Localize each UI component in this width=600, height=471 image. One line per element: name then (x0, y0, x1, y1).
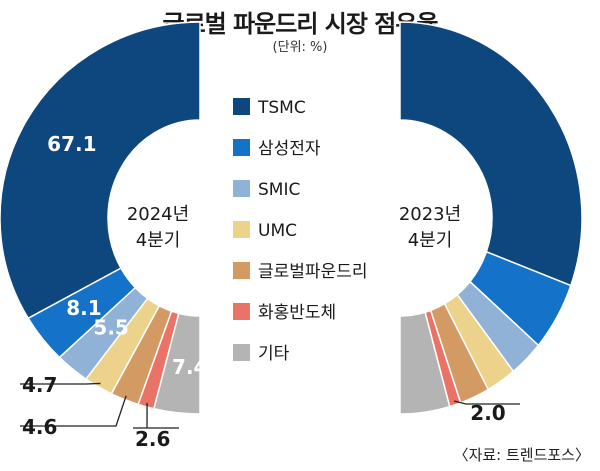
value-label-2024-UMC: 4.7 (22, 373, 57, 397)
value-label-2024-TSMC: 67.1 (47, 132, 96, 156)
value-label-2023-화홍반도체: 2.0 (470, 401, 505, 425)
unit-label: (단위: %) (272, 40, 328, 55)
legend-label-기타: 기타 (258, 344, 290, 364)
legend-swatch-TSMC (233, 98, 250, 115)
period-2024-label-line: 4분기 (136, 230, 181, 251)
slice-2024-slice-기타 (153, 312, 201, 415)
leader-2024-글로벌파운드리 (20, 395, 127, 427)
slice-2024-slice-글로벌파운드리 (110, 304, 173, 406)
slice-2024-slice-TSMC (0, 21, 201, 320)
legend-swatch-화홍반도체 (233, 303, 250, 320)
legend-label-글로벌파운드리: 글로벌파운드리 (258, 262, 367, 282)
chart-title: 글로벌 파운드리 시장 점유율 (162, 10, 438, 38)
donut-2024-q4 (0, 21, 201, 415)
value-label-2024-화홍반도체: 2.6 (135, 427, 170, 451)
slice-2024-slice-삼성전자 (27, 267, 137, 359)
value-label-2024-SMIC: 5.5 (93, 315, 128, 339)
legend-label-SMIC: SMIC (258, 180, 300, 200)
value-labels: 2024년 4분기 2023년 4분기 67.1 8.15.5 7.4 4.7 4.6 2.6 2.… (22, 132, 506, 451)
period-2024-label-line: 2024년 (127, 204, 189, 225)
value-label-2024-글로벌파운드리: 4.6 (22, 415, 57, 439)
legend-swatch-SMIC (233, 180, 250, 197)
leader-2023-화홍반도체 (453, 400, 520, 405)
legend-label-삼성전자: 삼성전자 (258, 139, 321, 159)
legend-swatch-기타 (233, 344, 250, 361)
source-note: 〈자료: 트렌드포스〉 (453, 446, 590, 464)
value-label-2024-삼성전자: 8.1 (66, 296, 101, 320)
legend-swatch-UMC (233, 221, 250, 238)
slice-2023-slice-TSMC (399, 21, 583, 287)
period-2023-label-line: 4분기 (408, 230, 453, 251)
leader-2024-UMC (20, 382, 101, 385)
donut-2023-q4 (399, 21, 583, 415)
leader-lines (20, 382, 520, 429)
slice-2023-slice-기타 (399, 311, 451, 415)
value-label-2024-기타: 7.4 (172, 355, 207, 379)
legend-label-TSMC: TSMC (257, 98, 306, 118)
slice-2024-slice-SMIC (58, 286, 149, 381)
leader-2024-화홍반도체 (133, 402, 179, 429)
legend-label-화홍반도체: 화홍반도체 (258, 303, 336, 323)
slice-2024-slice-UMC (84, 297, 161, 395)
legend-swatch-글로벌파운드리 (233, 262, 250, 279)
legend-label-UMC: UMC (258, 221, 297, 241)
period-2023-label-line: 2023년 (399, 204, 461, 225)
legend-swatch-삼성전자 (233, 139, 250, 156)
